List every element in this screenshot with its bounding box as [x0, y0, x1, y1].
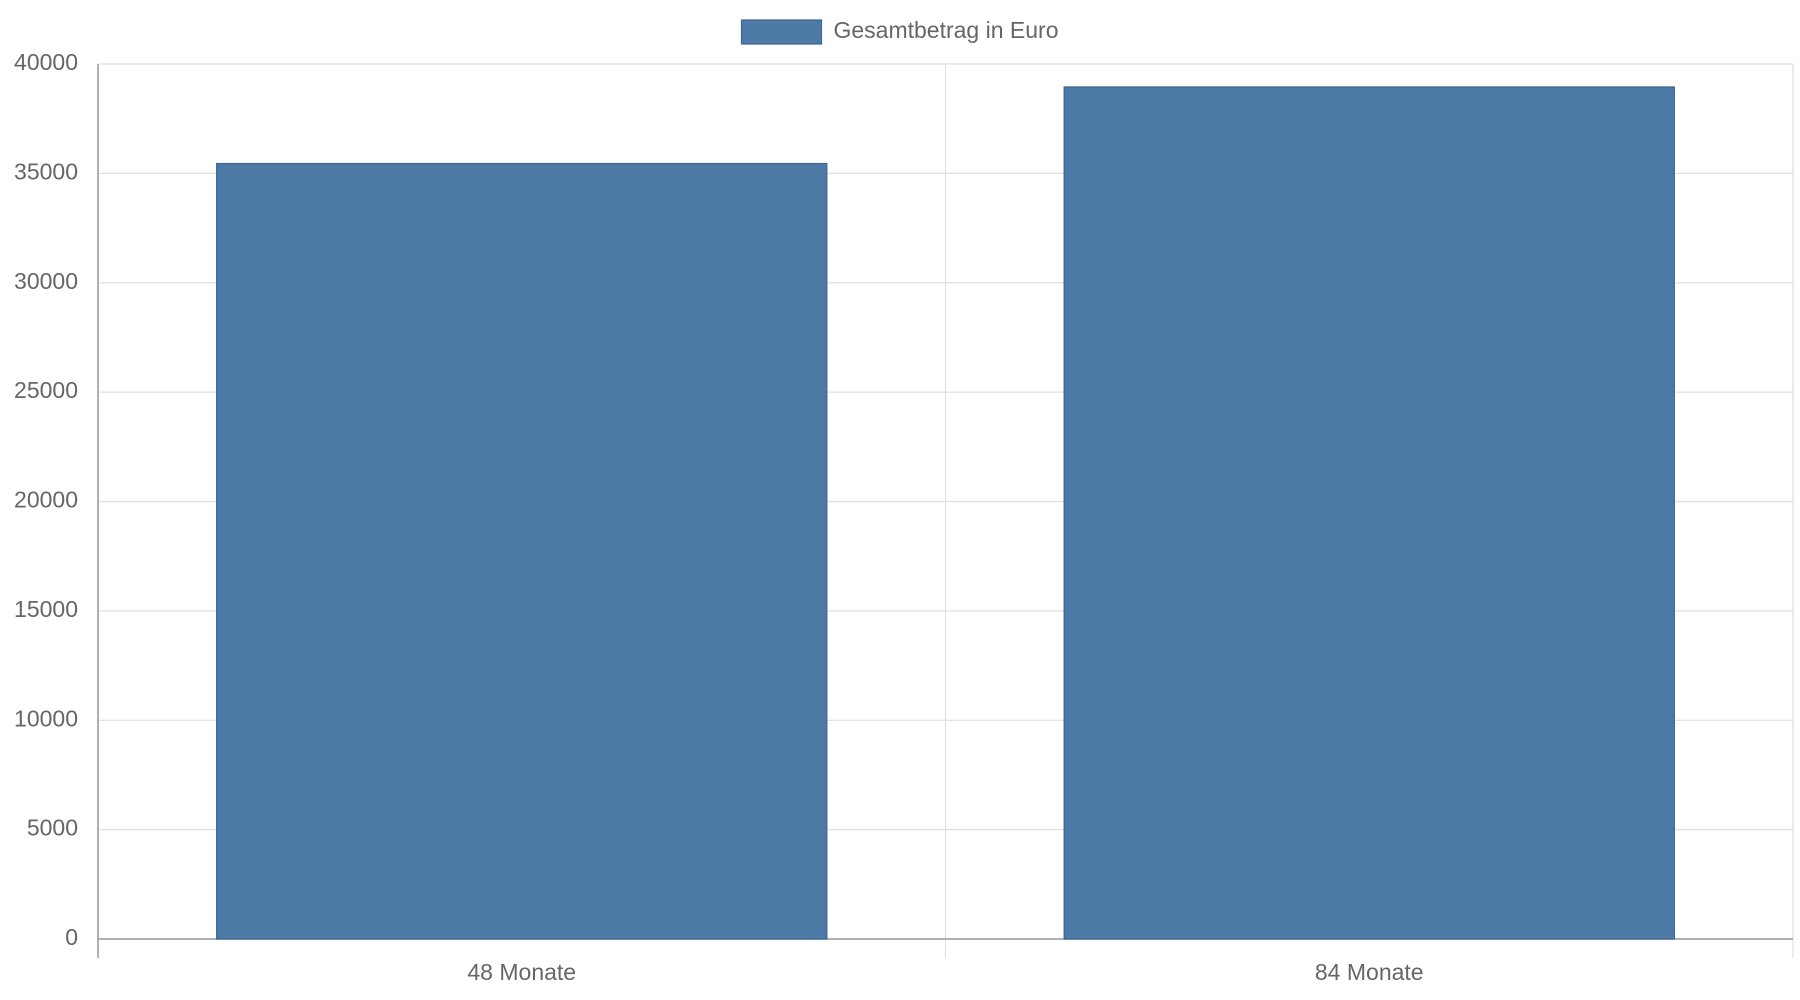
y-tick-label: 25000 [14, 377, 78, 403]
y-tick-label: 35000 [14, 158, 78, 184]
y-tick-label: 10000 [14, 705, 78, 731]
x-tick-label: 84 Monate [1315, 959, 1424, 985]
bar [216, 162, 828, 940]
y-tick-label: 40000 [14, 49, 78, 75]
y-tick-label: 0 [65, 924, 78, 950]
y-tick-label: 30000 [14, 268, 78, 294]
bar [1063, 86, 1675, 940]
x-tick-label: 48 Monate [467, 959, 576, 985]
legend-label: Gesamtbetrag in Euro [833, 17, 1058, 43]
legend-swatch [740, 19, 823, 45]
y-tick-label: 20000 [14, 487, 78, 513]
y-tick-label: 5000 [27, 815, 78, 841]
y-tick-label: 15000 [14, 596, 78, 622]
